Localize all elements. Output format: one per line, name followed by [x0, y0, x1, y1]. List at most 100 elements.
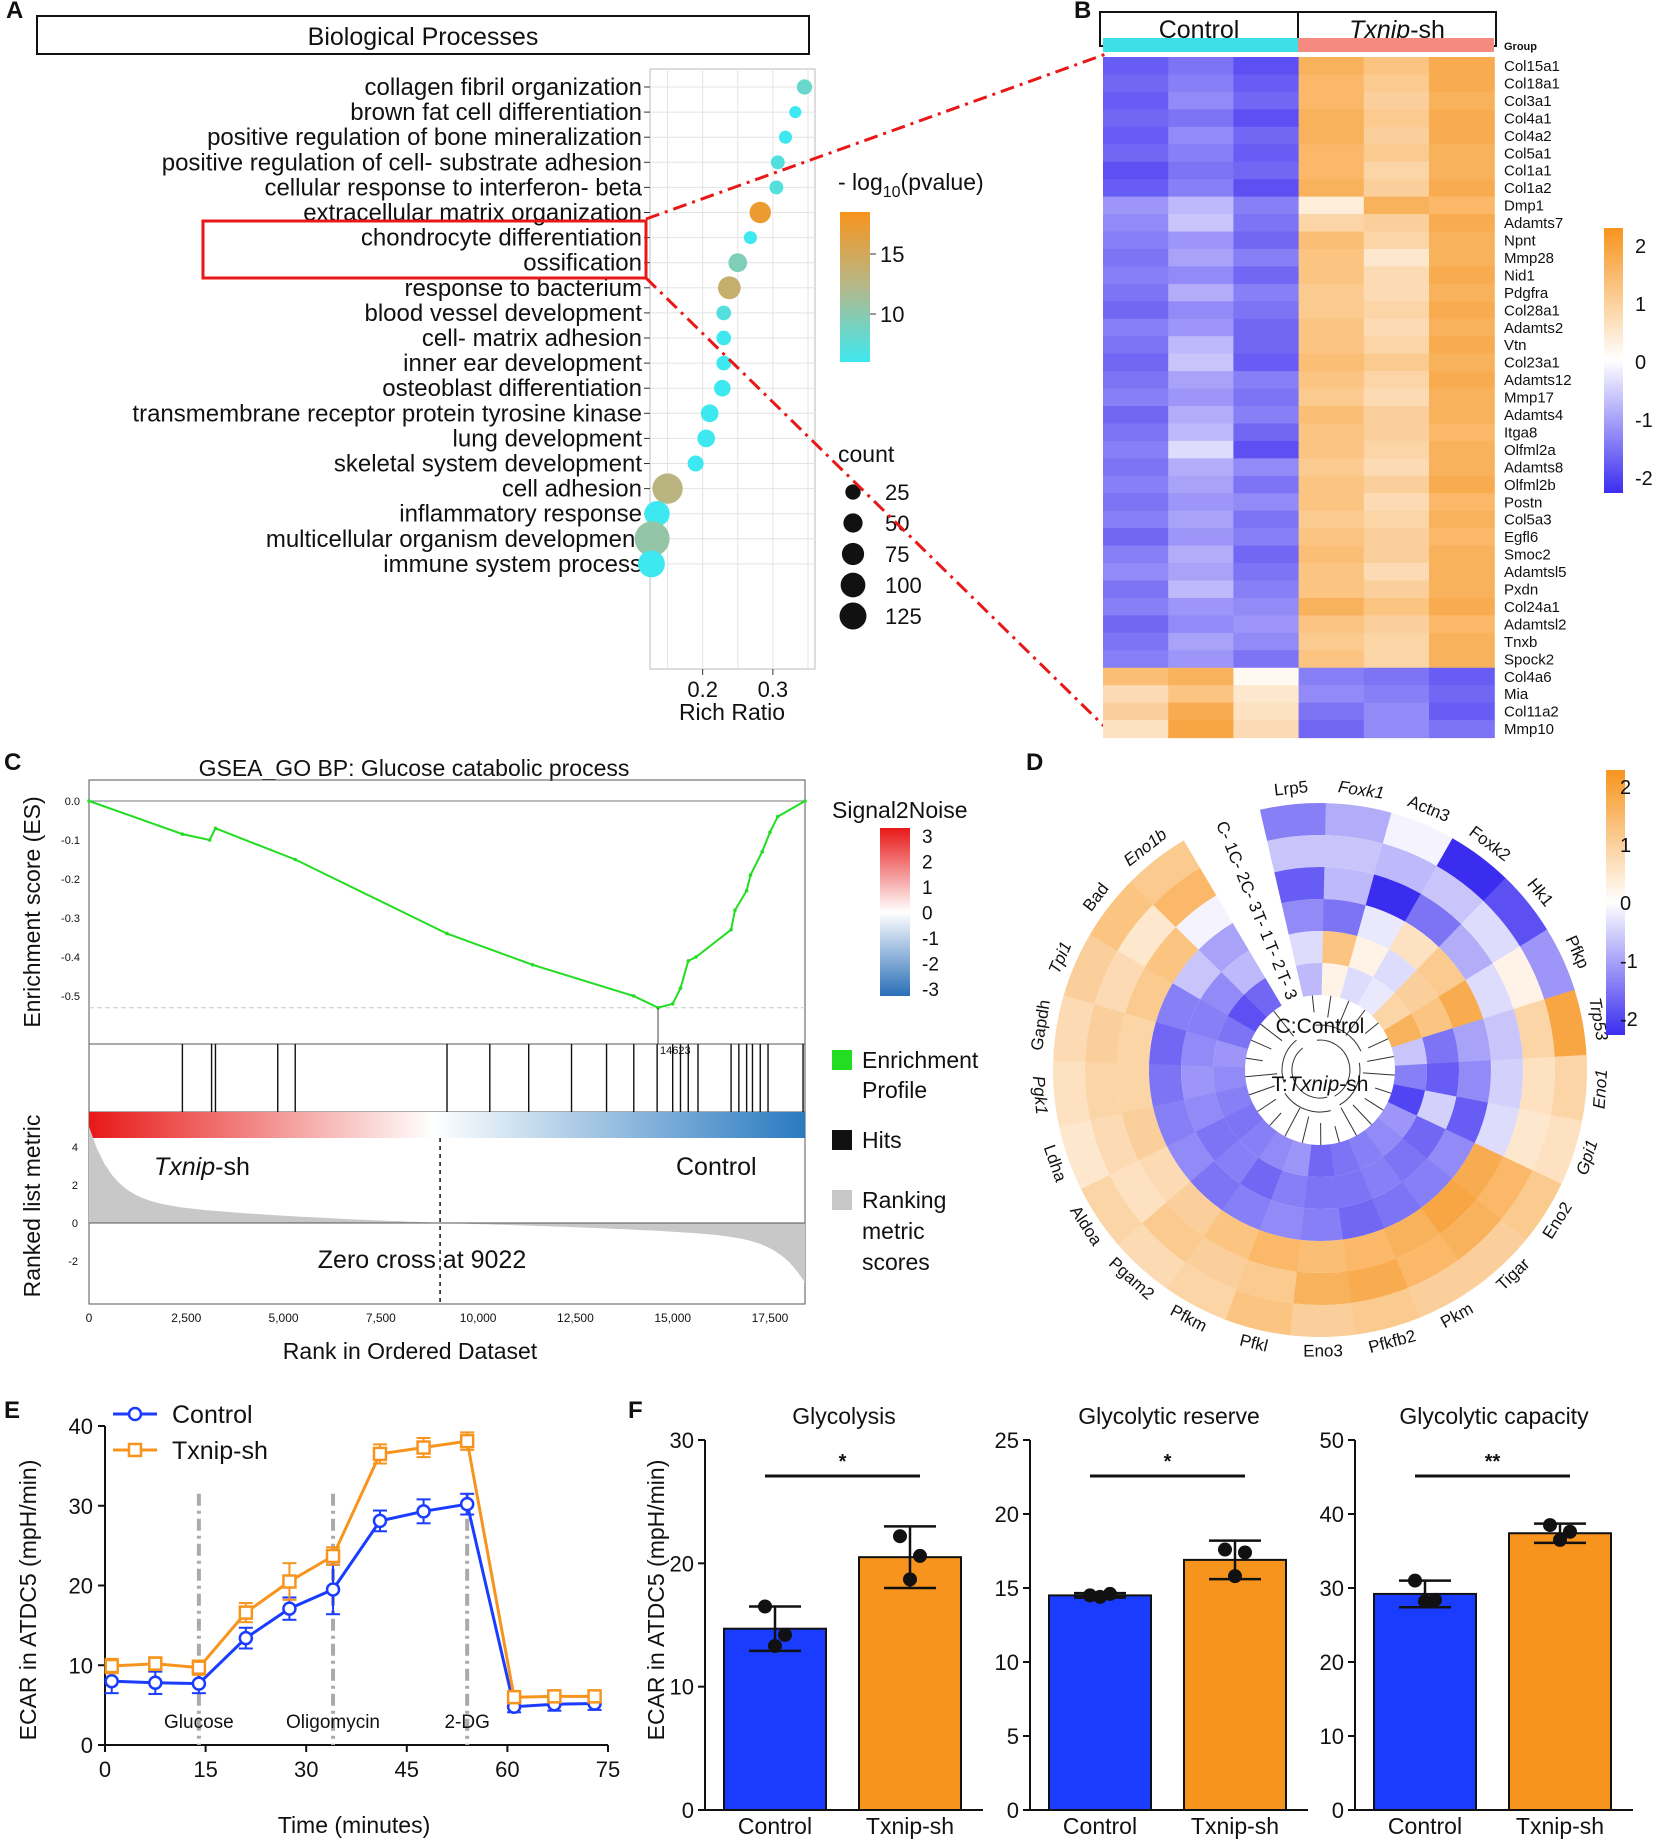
b-gene-label: Col11a2 [1504, 704, 1559, 721]
f-bar [858, 1556, 962, 1811]
b-heatmap-cell [1168, 458, 1234, 477]
b-heatmap-cell [1429, 336, 1495, 355]
b-heatmap-cell [1103, 528, 1169, 547]
b-colorbar-tick-label: 0 [1635, 352, 1646, 374]
b-heatmap-cell [1233, 580, 1300, 599]
b-heatmap-cell [1363, 214, 1430, 233]
b-heatmap-cell [1168, 283, 1234, 302]
d-heatmap-cell [1550, 1054, 1588, 1123]
e-marker [148, 1675, 163, 1691]
ecar-x-label: Time (minutes) [278, 1812, 431, 1838]
f-y-tick-label: 40 [1320, 1502, 1344, 1527]
d-heatmap-cell [1325, 803, 1393, 844]
d-gene-label: Lrp5 [1273, 777, 1309, 799]
a-term-label: inflammatory response [399, 501, 642, 528]
d-heatmap-cell [1389, 921, 1440, 971]
b-gene-label: Adamts7 [1504, 215, 1563, 232]
b-heatmap-cell [1233, 231, 1300, 250]
b-heatmap-cell [1103, 353, 1169, 372]
b-gene-label: Olfml2a [1504, 442, 1556, 459]
b-heatmap-cell [1298, 563, 1365, 582]
b-heatmap-cell [1363, 301, 1430, 320]
b-heatmap-cell [1298, 597, 1365, 616]
d-heatmap-cell [1288, 1302, 1356, 1338]
a-term-label: immune system process [383, 551, 642, 578]
b-heatmap-cell [1363, 371, 1430, 390]
c-es-point [678, 986, 683, 990]
b-heatmap-cell [1103, 214, 1169, 233]
f-data-point [1418, 1594, 1432, 1609]
a-dot [634, 521, 670, 557]
b-heatmap-cell [1103, 440, 1169, 459]
e-x-tick-label: 0 [99, 1757, 111, 1782]
b-heatmap-cell [1429, 179, 1495, 198]
a-color-tick-label: 10 [880, 302, 904, 327]
d-heatmap-cell [1152, 1098, 1196, 1147]
b-heatmap-cell [1103, 231, 1169, 250]
b-heatmap-cell [1363, 231, 1430, 250]
f-category-label: Control [1388, 1813, 1462, 1839]
dendrogram [1245, 995, 1395, 1146]
d-heatmap-cell [1347, 1130, 1384, 1170]
b-gene-label: Col24a1 [1504, 599, 1560, 616]
size-legend-label: 75 [885, 542, 909, 567]
d-heatmap-cell [1323, 867, 1376, 906]
b-heatmap-cell [1103, 493, 1169, 512]
a-dot [778, 130, 793, 144]
b-heatmap-cell [1429, 406, 1495, 425]
b-heatmap-cell [1298, 126, 1365, 145]
a-term-label: positive regulation of cell- substrate a… [162, 149, 642, 176]
e-x-tick-label: 15 [193, 1757, 217, 1782]
d-heatmap-cell [1401, 1158, 1452, 1209]
b-heatmap-cell [1233, 528, 1300, 547]
panel-letter-c: C [4, 749, 21, 776]
c-signal-tick-label: 0 [922, 904, 933, 925]
b-heatmap-cell [1103, 248, 1169, 267]
b-heatmap-cell [1363, 196, 1430, 215]
d-heatmap-cell [1342, 1228, 1396, 1272]
b-heatmap-cell [1298, 685, 1365, 704]
b-heatmap-cell [1168, 336, 1234, 355]
circular-colorbar-ticks: 2 1 0 -1 -2 [1620, 777, 1638, 1031]
b-gene-label: Dmp1 [1504, 198, 1544, 215]
f-y-tick-label: 15 [995, 1576, 1019, 1601]
b-heatmap-cell [1233, 126, 1300, 145]
d-heatmap-cell [1439, 1199, 1502, 1261]
d-heatmap-cell [1393, 1063, 1427, 1091]
d-heatmap-cell [1274, 867, 1326, 904]
b-heatmap-cell [1233, 615, 1300, 634]
b-heatmap-cell [1298, 161, 1365, 180]
a-x-tick-label: 0.2 [687, 677, 718, 702]
d-heatmap-cell [1184, 1092, 1225, 1132]
b-heatmap-cell [1168, 371, 1234, 390]
d-heatmap-cell [1221, 950, 1266, 995]
a-dot [716, 330, 732, 346]
b-heatmap-cell [1233, 144, 1300, 163]
f-bar [1183, 1558, 1287, 1811]
b-heatmap-cell [1298, 248, 1365, 267]
d-heatmap-cell [1200, 971, 1245, 1016]
b-heatmap-cell [1363, 458, 1430, 477]
d-heatmap-cell [1227, 994, 1267, 1032]
heatmap-colorbar [1604, 228, 1623, 493]
b-heatmap-cell [1168, 57, 1234, 76]
d-heatmap-cell [1121, 1105, 1167, 1161]
heatmap-cells [1103, 57, 1495, 739]
d-heatmap-cell [1338, 1198, 1385, 1240]
legend-hits: Hits [862, 1127, 902, 1153]
f-data-point [1408, 1573, 1422, 1588]
d-heatmap-cell [1513, 999, 1555, 1060]
d-heatmap-cell [1487, 1058, 1524, 1110]
d-heatmap-cell [1544, 989, 1587, 1058]
b-heatmap-cell [1233, 563, 1300, 582]
size-legend-label: 100 [885, 573, 922, 598]
c-es-tick-label: 0.0 [65, 796, 80, 808]
f-y-tick-label: 25 [995, 1428, 1019, 1453]
f-y-tick-label: 10 [1320, 1724, 1344, 1749]
f-y-tick-label: 30 [1320, 1576, 1344, 1601]
b-heatmap-cell [1363, 650, 1430, 669]
d-heatmap-cell [1198, 923, 1249, 973]
b-heatmap-cell [1298, 144, 1365, 163]
